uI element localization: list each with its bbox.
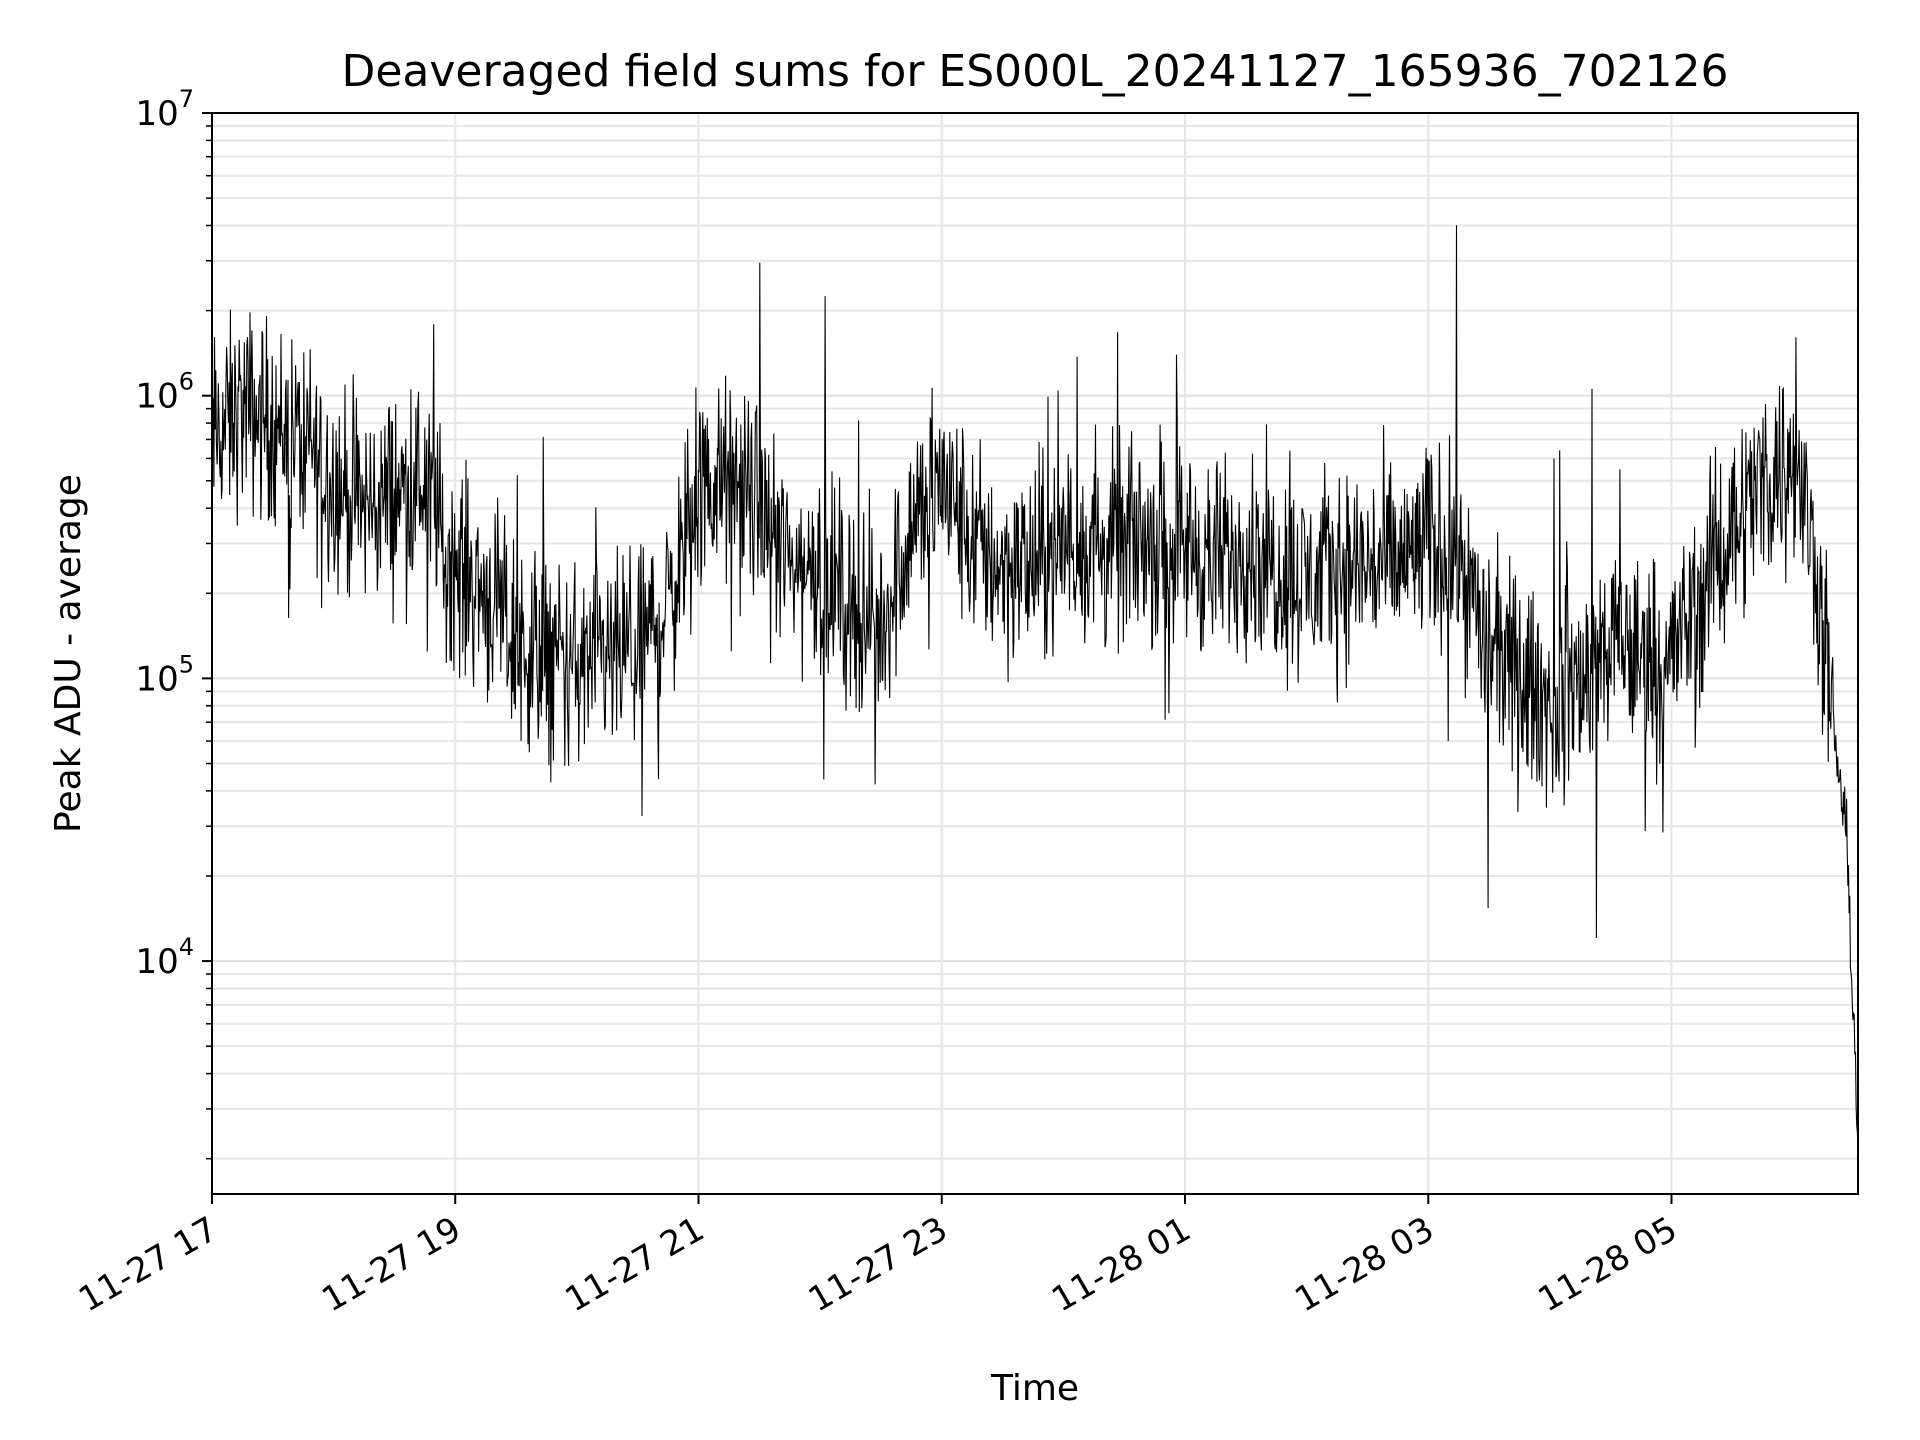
y-tick-label: 106 (135, 368, 194, 417)
chart-title: Deaveraged field sums for ES000L_2024112… (341, 46, 1728, 97)
plot-frame (211, 112, 1859, 1195)
y-tick-label: 104 (135, 933, 194, 982)
data-series (211, 216, 1859, 1152)
series-line (211, 216, 1859, 1152)
y-tick-label: 107 (135, 85, 194, 134)
y-tick-label: 105 (135, 650, 194, 699)
x-axis-label: Time (990, 1368, 1079, 1409)
y-axis-label: Peak ADU - average (48, 474, 89, 833)
